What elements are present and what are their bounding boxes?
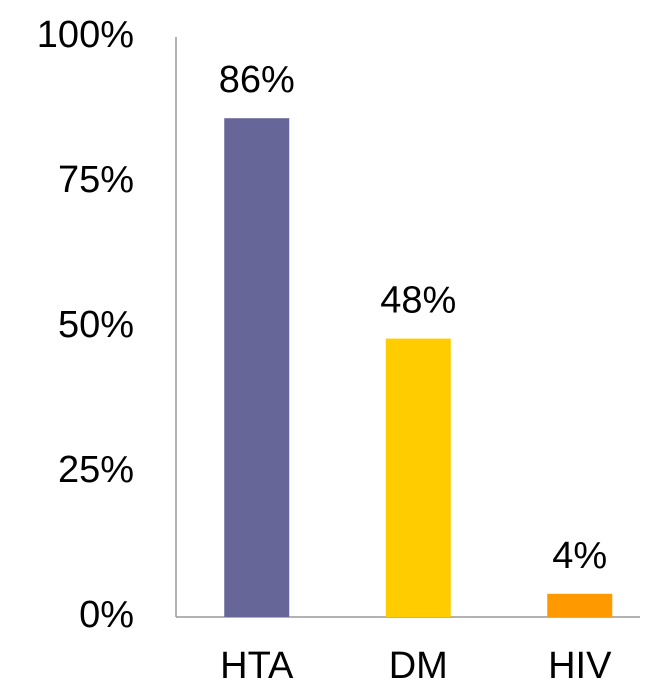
y-tick-label: 50% <box>58 304 134 346</box>
x-tick-label: DM <box>389 645 448 687</box>
bar <box>385 338 451 617</box>
value-label: 86% <box>219 59 295 101</box>
y-tick-label: 75% <box>58 159 134 201</box>
y-tick-label: 100% <box>37 14 134 56</box>
bar <box>224 118 290 617</box>
y-tick-label: 25% <box>58 449 134 491</box>
value-label: 48% <box>380 280 456 322</box>
value-label: 4% <box>552 535 607 577</box>
bar <box>547 593 613 617</box>
y-tick-label: 0% <box>79 594 134 636</box>
x-tick-label: HIV <box>548 645 612 687</box>
x-tick-label: HTA <box>220 645 294 687</box>
